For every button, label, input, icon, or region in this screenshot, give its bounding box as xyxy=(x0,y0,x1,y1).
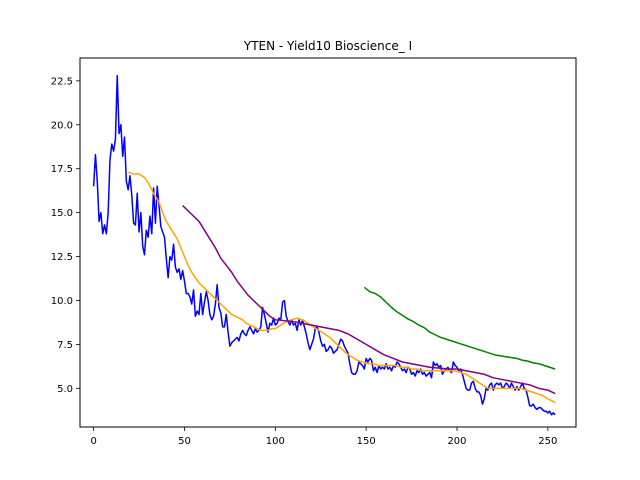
plot-frame xyxy=(79,57,577,428)
x-tick-label: 100 xyxy=(266,436,285,447)
y-axis: 5.0 7.5 10.0 12.5 15.0 17.5 20.0 22.5 xyxy=(51,76,80,395)
y-tick-label: 12.5 xyxy=(51,252,73,263)
y-tick-label: 7.5 xyxy=(57,340,73,351)
y-tick-label: 15.0 xyxy=(51,208,73,219)
x-tick-label: 0 xyxy=(90,436,96,447)
x-tick-label: 250 xyxy=(538,436,557,447)
x-axis: 0 50 100 150 200 250 xyxy=(90,427,557,447)
y-tick-label: 5.0 xyxy=(57,384,73,395)
series-line-4 xyxy=(363,286,556,370)
x-tick-label: 200 xyxy=(447,436,466,447)
y-tick-label: 22.5 xyxy=(51,76,73,87)
y-tick-label: 10.0 xyxy=(51,296,73,307)
x-tick-label: 150 xyxy=(357,436,376,447)
series-line-1 xyxy=(92,74,556,416)
y-tick-label: 17.5 xyxy=(51,164,73,175)
x-tick-label: 50 xyxy=(178,436,191,447)
series-layer xyxy=(92,74,556,416)
y-tick-label: 20.0 xyxy=(51,120,73,131)
chart-title: YTEN - Yield10 Bioscience_ I xyxy=(243,39,412,53)
series-line-2 xyxy=(127,171,556,404)
series-line-3 xyxy=(182,205,556,395)
